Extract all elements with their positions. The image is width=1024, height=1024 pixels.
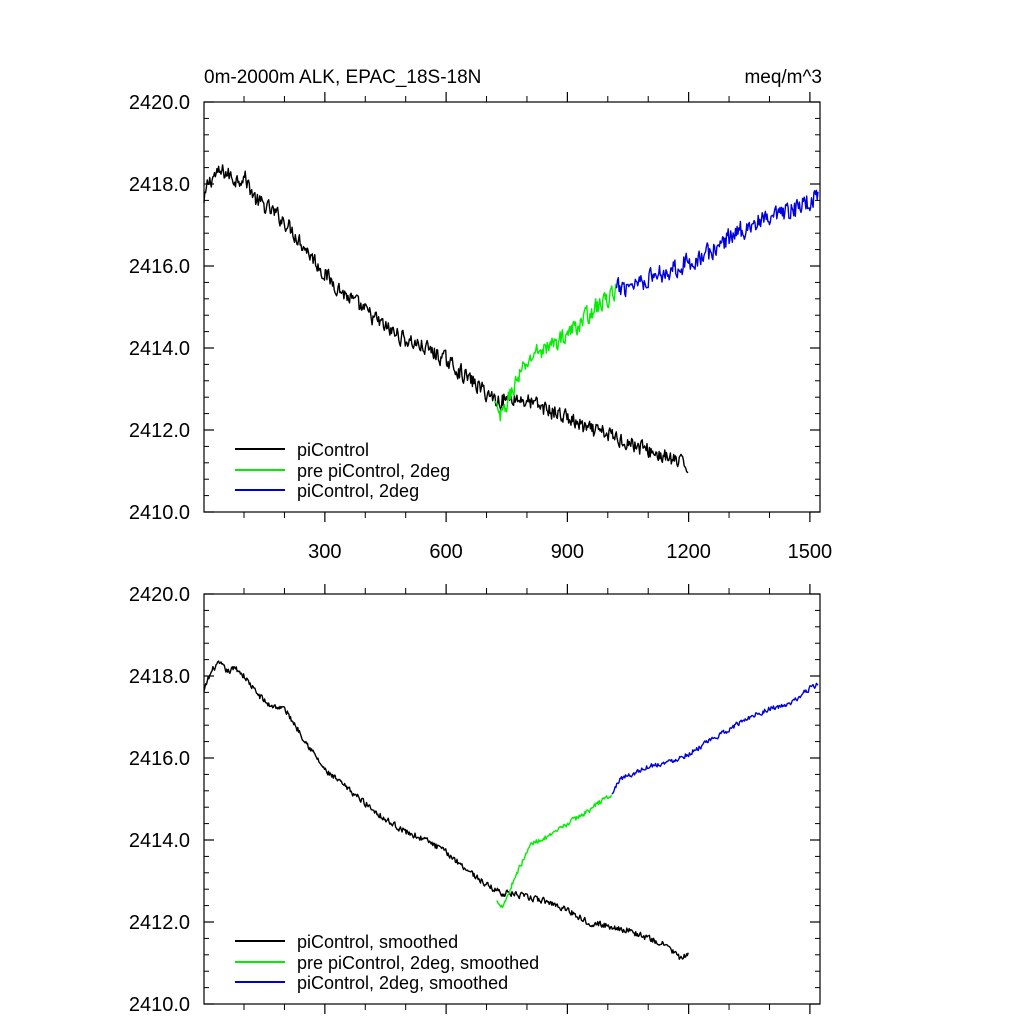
y-tick-label: 2418.0 xyxy=(129,174,190,196)
panel-title: 0m-2000m ALK, EPAC_18S-18N xyxy=(204,67,481,88)
series-line-picontrol-smoothed xyxy=(203,660,689,960)
y-tick-label: 2412.0 xyxy=(129,912,190,934)
y-tick-label: 2420.0 xyxy=(129,584,190,606)
legend-label-picontrol-2deg: piControl, 2deg xyxy=(297,481,419,501)
series-line-picontrol-2deg xyxy=(615,189,819,298)
bottom-plot-frame xyxy=(203,593,821,1005)
bottom-chart-panel: 2410.0 2412.0 2414.0 2416.0 2418.0 2420.0 piC… xyxy=(129,584,821,1016)
top-chart-panel: 2410.0 2412.0 2414.0 2416.0 2418.0 2420.0 300 6… xyxy=(129,92,832,563)
legend-label-pre-picontrol-2deg-smoothed: pre piControl, 2deg, smoothed xyxy=(297,953,539,973)
x-tick-label: 1500 xyxy=(788,541,833,563)
y-tick-label: 2414.0 xyxy=(129,338,190,360)
bottom-legend: piControl, smoothed pre piControl, 2deg,… xyxy=(235,932,539,993)
y-tick-label: 2416.0 xyxy=(129,748,190,770)
top-legend: piControl pre piControl, 2deg piControl,… xyxy=(235,440,450,501)
top-series-layer xyxy=(203,164,819,474)
legend-label-picontrol-smoothed: piControl, smoothed xyxy=(297,932,458,952)
legend-label-picontrol-2deg-smoothed: piControl, 2deg, smoothed xyxy=(297,973,508,993)
x-tick-label: 1200 xyxy=(666,541,711,563)
x-tick-label: 900 xyxy=(551,541,584,563)
y-tick-label: 2410.0 xyxy=(129,502,190,524)
y-tick-label: 2418.0 xyxy=(129,666,190,688)
series-line-picontrol-2deg-smoothed xyxy=(611,682,819,795)
y-tick-label: 2420.0 xyxy=(129,92,190,114)
top-plot-frame xyxy=(203,101,821,513)
top-ticks-layer: 2410.0 2412.0 2414.0 2416.0 2418.0 2420.0 300 6… xyxy=(129,92,832,563)
legend-label-picontrol: piControl xyxy=(297,440,369,460)
y-tick-label: 2410.0 xyxy=(129,994,190,1016)
y-tick-label: 2414.0 xyxy=(129,830,190,852)
x-tick-label: 300 xyxy=(308,541,341,563)
legend-label-pre-picontrol-2deg: pre piControl, 2deg xyxy=(297,461,450,481)
series-line-picontrol xyxy=(203,164,689,474)
series-line-pre-picontrol-2deg xyxy=(493,283,617,422)
y-tick-label: 2412.0 xyxy=(129,420,190,442)
bottom-ticks-layer: 2410.0 2412.0 2414.0 2416.0 2418.0 2420.0 xyxy=(129,584,820,1016)
x-tick-label: 600 xyxy=(429,541,462,563)
units-label: meq/m^3 xyxy=(744,67,822,88)
series-line-pre-picontrol-2deg-smoothed xyxy=(496,794,613,909)
y-tick-label: 2416.0 xyxy=(129,256,190,278)
bottom-series-layer xyxy=(203,660,819,960)
